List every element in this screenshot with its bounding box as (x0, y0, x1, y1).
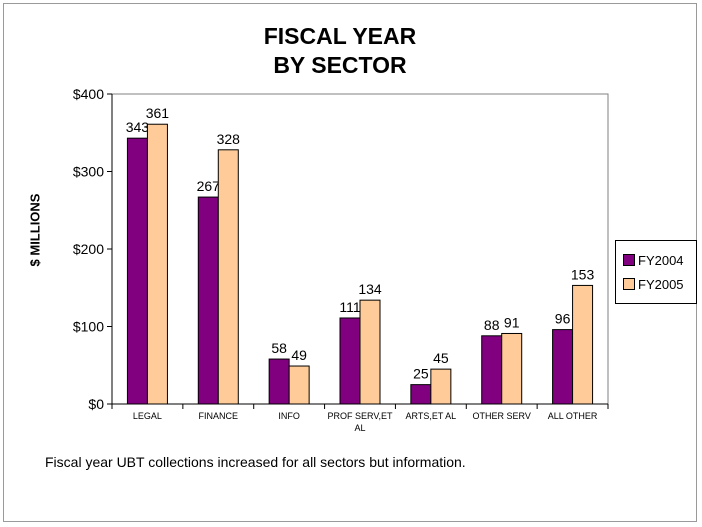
chart-title-line-2: BY SECTOR (273, 52, 407, 78)
y-tick-label: $300 (73, 164, 104, 180)
bar (552, 329, 574, 405)
legend-item-fy2004: FY2004 (623, 253, 684, 269)
bar (501, 332, 523, 405)
bar (430, 368, 452, 405)
legend-item-fy2005: FY2005 (623, 277, 684, 293)
bar (268, 358, 290, 405)
bar (410, 384, 432, 405)
bar (288, 365, 310, 405)
data-label: 88 (484, 317, 500, 333)
x-tick-label: LEGAL (133, 411, 162, 421)
legend-swatch-fy2005 (623, 278, 635, 290)
x-tick-label: ALL OTHER (548, 411, 598, 421)
y-tick-label: $0 (88, 396, 104, 412)
legend-label-fy2005: FY2005 (638, 277, 684, 292)
bar (359, 299, 381, 405)
data-label: 267 (197, 178, 221, 194)
bar (126, 137, 148, 405)
bar (197, 196, 219, 405)
data-label: 49 (291, 347, 307, 363)
data-label: 58 (271, 340, 287, 356)
y-tick-label: $200 (73, 241, 104, 257)
data-label: 134 (358, 281, 382, 297)
data-label: 91 (504, 314, 520, 330)
chart-caption: Fiscal year UBT collections increased fo… (45, 454, 466, 470)
bar (146, 123, 168, 405)
legend: FY2004 FY2005 (615, 240, 697, 304)
x-tick-label: AL (354, 423, 365, 433)
x-tick-label: PROF SERV,ET (327, 411, 393, 421)
data-label: 96 (555, 311, 571, 327)
bar (217, 149, 239, 405)
data-label: 45 (433, 350, 449, 366)
legend-label-fy2004: FY2004 (638, 253, 684, 268)
legend-swatch-fy2004 (623, 254, 635, 266)
x-tick-label: INFO (278, 411, 300, 421)
bar (339, 317, 361, 405)
x-tick-label: FINANCE (199, 411, 239, 421)
y-tick-label: $100 (73, 319, 104, 335)
bar (572, 284, 594, 405)
data-label: 153 (571, 266, 595, 282)
bar (481, 335, 503, 405)
chart-title: FISCAL YEAR BY SECTOR (180, 22, 500, 80)
data-label: 328 (217, 131, 241, 147)
x-tick-label: ARTS,ET AL (406, 411, 457, 421)
data-label: 111 (339, 299, 360, 315)
chart-title-line-1: FISCAL YEAR (263, 23, 417, 49)
data-label: 25 (413, 366, 429, 382)
y-tick-label: $400 (73, 86, 104, 102)
data-label: 343 (126, 119, 150, 135)
x-tick-label: OTHER SERV (473, 411, 531, 421)
data-label: 361 (146, 105, 170, 121)
